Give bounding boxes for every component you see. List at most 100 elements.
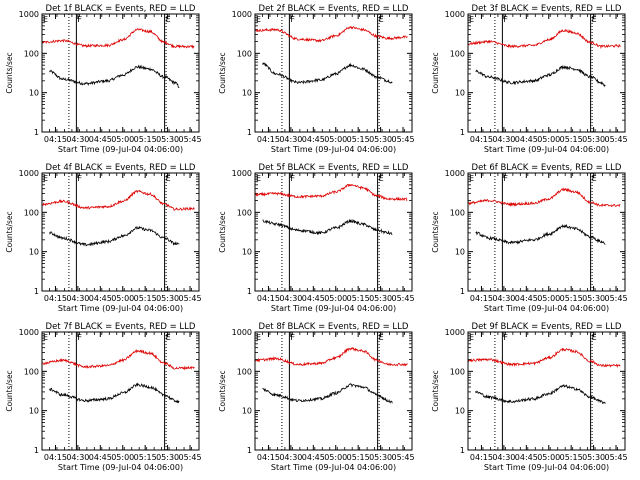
y-tick-label: 1 bbox=[460, 287, 465, 296]
y-tick-label: 1000 bbox=[232, 10, 252, 19]
corner-label: E bbox=[256, 15, 261, 24]
y-tick-label: 100 bbox=[24, 208, 39, 217]
corner-label: E bbox=[256, 174, 261, 183]
y-tick-label: 10 bbox=[242, 248, 252, 257]
events-series-line bbox=[475, 383, 606, 405]
x-tick-label: 04:15 bbox=[44, 453, 67, 462]
y-tick-label: 1000 bbox=[445, 169, 465, 178]
x-tick-label: 05:45 bbox=[391, 453, 414, 462]
x-tick-label: 05:45 bbox=[178, 135, 201, 144]
y-tick-label: 100 bbox=[450, 208, 465, 217]
lld-series-line bbox=[41, 349, 195, 371]
x-axis-label: Start Time (09-Jul-04 04:06:00) bbox=[484, 304, 609, 313]
plot-frame bbox=[467, 172, 626, 292]
x-tick-label: 05:00 bbox=[324, 453, 347, 462]
lld-series-line bbox=[41, 189, 195, 211]
panel-det-6: Det 6f BLACK = Events, RED = LLD Counts/s… bbox=[431, 163, 628, 313]
x-tick-label: 04:30 bbox=[492, 294, 515, 303]
x-tick-label: 04:30 bbox=[492, 135, 515, 144]
events-series-line bbox=[262, 383, 393, 404]
y-tick-label: 10 bbox=[242, 89, 252, 98]
x-tick-label: 05:15 bbox=[347, 294, 370, 303]
x-tick-label: 04:15 bbox=[257, 135, 280, 144]
x-axis-label: Start Time (09-Jul-04 04:06:00) bbox=[58, 463, 183, 472]
x-tick-label: 04:15 bbox=[257, 453, 280, 462]
events-series-line bbox=[49, 64, 180, 88]
x-tick-label: 05:45 bbox=[604, 453, 627, 462]
y-tick-label: 10 bbox=[455, 407, 465, 416]
corner-label: E bbox=[256, 333, 261, 342]
y-tick-label: 1 bbox=[460, 128, 465, 137]
panel-title: Det 3f BLACK = Events, RED = LLD bbox=[472, 4, 622, 14]
x-tick-label: 05:30 bbox=[156, 453, 179, 462]
panel-title: Det 2f BLACK = Events, RED = LLD bbox=[259, 4, 409, 14]
plot-frame bbox=[254, 331, 413, 451]
y-tick-label: 1000 bbox=[445, 10, 465, 19]
x-tick-label: 05:00 bbox=[537, 135, 560, 144]
x-tick-label: 05:45 bbox=[178, 294, 201, 303]
y-axis-label: Counts/sec bbox=[218, 211, 227, 252]
x-tick-label: 05:15 bbox=[347, 453, 370, 462]
y-tick-label: 1000 bbox=[19, 328, 39, 337]
corner-label: E bbox=[469, 333, 474, 342]
x-tick-label: 05:00 bbox=[324, 135, 347, 144]
y-tick-label: 100 bbox=[450, 367, 465, 376]
x-tick-label: 04:45 bbox=[515, 453, 538, 462]
events-series-line bbox=[475, 223, 606, 245]
x-tick-label: 05:30 bbox=[156, 135, 179, 144]
events-series-line bbox=[49, 382, 180, 404]
y-tick-label: 10 bbox=[242, 407, 252, 416]
panel-det-5: Det 5f BLACK = Events, RED = LLD Counts/s… bbox=[218, 163, 415, 313]
lld-series-line bbox=[467, 28, 621, 50]
x-tick-label: 04:15 bbox=[44, 135, 67, 144]
marker-label: E bbox=[166, 174, 171, 183]
y-axis-label: Counts/sec bbox=[218, 52, 227, 93]
x-tick-label: 05:00 bbox=[111, 453, 134, 462]
x-tick-label: 05:15 bbox=[347, 135, 370, 144]
x-tick-label: 05:45 bbox=[604, 294, 627, 303]
y-axis-label: Counts/sec bbox=[431, 211, 440, 252]
x-tick-label: 05:15 bbox=[560, 294, 583, 303]
y-axis-label: Counts/sec bbox=[5, 52, 14, 93]
panel-det-2: Det 2f BLACK = Events, RED = LLD Counts/s… bbox=[218, 4, 415, 154]
x-tick-label: 05:30 bbox=[582, 294, 605, 303]
panel-title: Det 1f BLACK = Events, RED = LLD bbox=[46, 4, 196, 14]
y-axis-label: Counts/sec bbox=[218, 370, 227, 411]
panel-title: Det 6f BLACK = Events, RED = LLD bbox=[472, 163, 622, 173]
x-axis-label: Start Time (09-Jul-04 04:06:00) bbox=[484, 145, 609, 154]
plot-frame bbox=[254, 13, 413, 133]
y-tick-label: 10 bbox=[455, 248, 465, 257]
marker-label: F bbox=[290, 15, 295, 24]
marker-label: E bbox=[166, 15, 171, 24]
events-series-line bbox=[49, 225, 180, 247]
x-tick-label: 04:45 bbox=[515, 135, 538, 144]
y-tick-label: 100 bbox=[450, 49, 465, 58]
marker-label: F bbox=[290, 333, 295, 342]
panel-det-7: Det 7f BLACK = Events, RED = LLD Counts/s… bbox=[5, 322, 202, 472]
plot-frame bbox=[467, 13, 626, 133]
plot-frame bbox=[41, 331, 200, 451]
x-tick-label: 04:30 bbox=[66, 294, 89, 303]
x-axis-label: Start Time (09-Jul-04 04:06:00) bbox=[58, 145, 183, 154]
y-tick-label: 1 bbox=[34, 446, 39, 455]
x-tick-label: 05:00 bbox=[324, 294, 347, 303]
x-tick-label: 05:30 bbox=[369, 453, 392, 462]
y-tick-label: 10 bbox=[29, 248, 39, 257]
x-tick-label: 05:00 bbox=[537, 453, 560, 462]
x-tick-label: 04:15 bbox=[470, 453, 493, 462]
x-tick-label: 05:00 bbox=[111, 135, 134, 144]
corner-label: E bbox=[469, 174, 474, 183]
x-tick-label: 04:45 bbox=[89, 135, 112, 144]
y-tick-label: 10 bbox=[455, 89, 465, 98]
y-tick-label: 10 bbox=[29, 407, 39, 416]
x-tick-label: 05:00 bbox=[111, 294, 134, 303]
x-tick-label: 05:45 bbox=[391, 135, 414, 144]
x-tick-label: 04:15 bbox=[257, 294, 280, 303]
y-tick-label: 1000 bbox=[232, 169, 252, 178]
marker-label: F bbox=[77, 15, 82, 24]
x-axis-label: Start Time (09-Jul-04 04:06:00) bbox=[271, 145, 396, 154]
x-tick-label: 05:45 bbox=[178, 453, 201, 462]
y-axis-label: Counts/sec bbox=[5, 370, 14, 411]
plot-frame bbox=[254, 172, 413, 292]
x-tick-label: 04:15 bbox=[470, 294, 493, 303]
